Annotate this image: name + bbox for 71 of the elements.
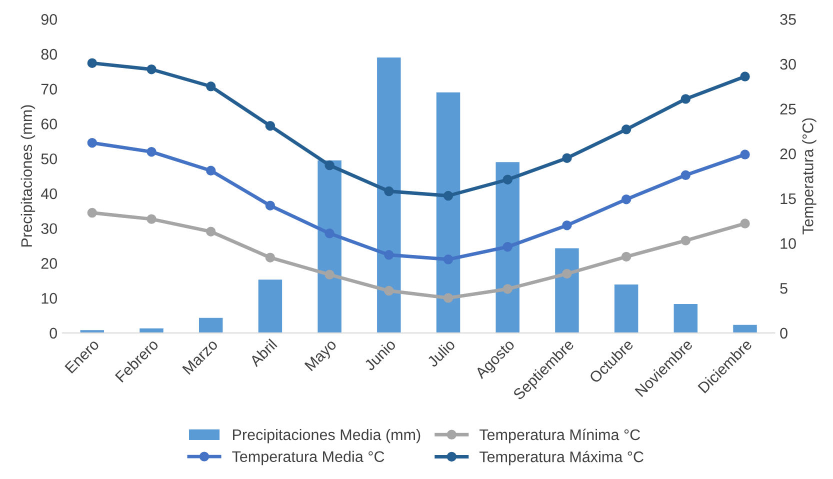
y-tick-label: 60 — [41, 118, 58, 130]
y2-tick-label: 20 — [780, 148, 796, 160]
bar — [733, 324, 757, 333]
y2-tick-label: 10 — [780, 238, 796, 249]
y-tick-label: 50 — [41, 153, 58, 164]
point — [324, 228, 334, 238]
bar — [614, 284, 638, 333]
point — [443, 293, 454, 303]
point — [502, 242, 512, 252]
point — [502, 284, 512, 294]
y2-tick-label: 30 — [780, 58, 796, 70]
point — [324, 160, 334, 170]
legend-label: Precipitaciones Media (mm) — [233, 428, 420, 444]
point — [740, 150, 750, 160]
point — [146, 214, 156, 224]
point — [87, 208, 98, 218]
y-tick-label: 10 — [42, 292, 58, 304]
point — [146, 64, 156, 74]
y-tick-label: 40 — [40, 188, 58, 200]
point — [265, 252, 276, 262]
y2-tick-label: 15 — [780, 193, 796, 204]
point — [443, 254, 454, 264]
y-tick-label: 70 — [41, 84, 58, 95]
point — [680, 170, 691, 180]
y-tick-label: 0 — [50, 328, 58, 339]
point — [562, 220, 572, 230]
bar — [258, 280, 282, 333]
point — [680, 94, 691, 104]
point — [87, 58, 98, 68]
y2-tick-label: 5 — [780, 283, 788, 294]
point — [680, 236, 691, 246]
legend-label: Temperatura Mínima °C — [479, 428, 640, 444]
x-tick-label: Julio — [426, 338, 456, 368]
point — [206, 82, 216, 92]
point — [384, 286, 394, 296]
point — [562, 153, 572, 163]
y-tick-label: 30 — [41, 223, 58, 234]
y-tick-label: 20 — [41, 258, 58, 269]
y-tick-label: 90 — [41, 14, 58, 25]
y2-axis-title: Temperatura (°C) — [802, 118, 816, 234]
y2-tick-label: 0 — [780, 328, 788, 339]
y2-tick-label: 35 — [780, 14, 796, 25]
point — [206, 226, 216, 236]
bar — [674, 304, 698, 333]
bar — [436, 92, 460, 333]
y2-tick-label: 25 — [780, 104, 796, 114]
bar — [555, 248, 579, 333]
point — [621, 194, 632, 204]
bar — [318, 160, 342, 333]
legend-label: Temperatura Máxima °C — [479, 450, 644, 466]
point — [384, 250, 394, 260]
point — [443, 190, 454, 201]
point — [740, 72, 750, 82]
point — [146, 146, 156, 157]
point — [621, 252, 632, 262]
bar — [496, 162, 520, 333]
bar — [377, 58, 401, 333]
y-tick-label: 80 — [41, 48, 58, 60]
y-axis-title: Precipitaciones (mm) — [20, 105, 36, 247]
legend-label: Temperatura Media °C — [232, 450, 384, 466]
point — [265, 120, 276, 131]
point — [384, 186, 394, 196]
bar — [198, 318, 223, 333]
point — [562, 268, 572, 279]
point — [324, 270, 334, 280]
point — [502, 174, 512, 184]
point — [206, 166, 216, 176]
point — [621, 124, 632, 134]
point — [740, 218, 750, 228]
point — [87, 138, 98, 148]
point — [265, 200, 276, 210]
